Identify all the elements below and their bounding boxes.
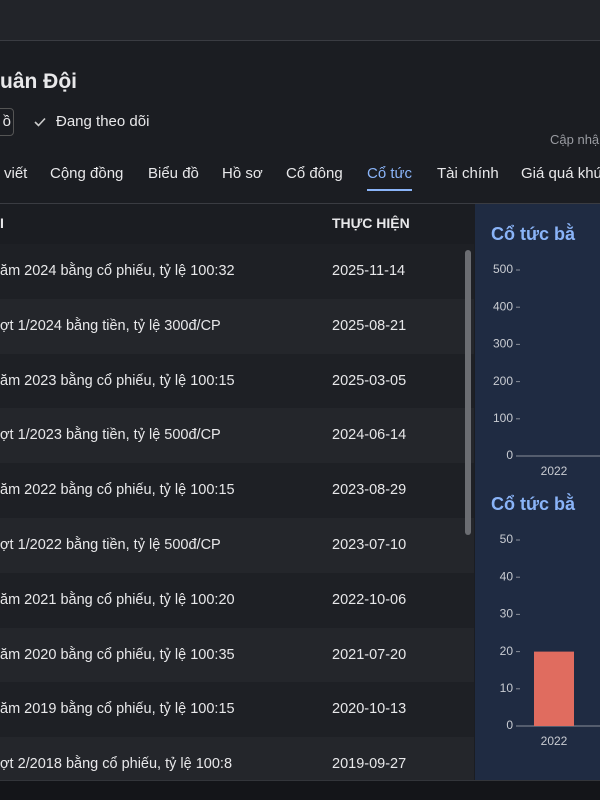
y-tick-label: 300 [493,337,513,351]
y-tick-label: 50 [500,532,514,546]
tab[interactable]: viết [4,165,28,182]
table-cell: ợt 1/2024 bằng tiền, tỷ lệ 300đ/CP [0,317,221,334]
table-row: ăm 2021 bằng cổ phiếu, tỷ lệ 100:20 2022-… [0,572,474,628]
table-row: ợt 1/2024 bằng tiền, tỷ lệ 300đ/CP 2025-0… [0,298,474,354]
y-tick-label: 0 [506,448,513,462]
table-row: ợt 1/2023 bằng tiền, tỷ lệ 500đ/CP 2024-0… [0,408,474,464]
top-bar [0,0,600,41]
chart-panel: Cổ tức bằ 0 100 200 300 400 500 2022 Cổ tức bằ 0 1… [475,204,600,780]
tab[interactable]: Cổ đông [286,165,343,182]
tab[interactable]: Cổ tức [367,165,413,182]
table-cell: 2023-07-10 [332,537,407,553]
tab[interactable]: Biểu đồ [148,165,199,182]
y-tick-label: 0 [506,718,513,732]
table-cell: ợt 1/2023 bằng tiền, tỷ lệ 500đ/CP [0,427,221,444]
follow-button[interactable]: Đang theo dõi [56,113,150,130]
y-tick-label: 10 [500,681,514,695]
table-cell: 2024-06-14 [332,427,407,444]
y-tick-label: 200 [493,374,513,388]
table-cell: ăm 2019 bằng cổ phiếu, tỷ lệ 100:15 [0,701,235,718]
table-cell: 2020-10-13 [332,701,407,718]
tab-bar: viết Cộng đồng Biểu đồ Hồ sơ Cổ đông Cổ tức Tà… [0,165,600,204]
tab[interactable]: Tài chính [437,165,499,182]
table-cell: ăm 2023 bằng cổ phiếu, tỷ lệ 100:15 [0,372,235,389]
y-tick-label: 400 [493,299,513,313]
table-row: ăm 2023 bằng cổ phiếu, tỷ lệ 100:15 2025-… [0,353,474,409]
table-row: ăm 2024 bằng cổ phiếu, tỷ lệ 100:32 2025-… [0,244,474,299]
y-tick-label: 40 [500,569,514,583]
dividend-table: I THỰC HIỆN ăm 2024 bằng cổ phiếu, tỷ lệ 1… [0,204,474,780]
x-tick-label: 2022 [541,734,568,748]
table-row: ăm 2019 bằng cổ phiếu, tỷ lệ 100:15 2020-… [0,682,474,738]
table-cell: 2023-08-29 [332,482,407,499]
table-row: ăm 2022 bằng cổ phiếu, tỷ lệ 100:15 2023-… [0,463,474,518]
column-header: I [0,215,4,231]
table-cell: ăm 2022 bằng cổ phiếu, tỷ lệ 100:15 [0,482,235,499]
y-tick-label: 500 [493,262,513,276]
y-tick-label: 20 [500,644,514,658]
table-cell: 2025-08-21 [332,317,407,334]
y-tick-label: 100 [493,411,513,425]
scrollbar[interactable] [465,250,471,535]
tab[interactable]: Cộng đồng [50,165,124,182]
check-icon [34,117,46,127]
chart-title: Cổ tức bằ [491,493,576,514]
table-cell: 2022-10-06 [332,591,407,608]
tab[interactable]: Giá quá khứ [521,165,600,182]
footer-bar [0,780,600,800]
chart-title: Cổ tức bằ [491,223,576,244]
table-cell: 2019-09-27 [332,756,407,773]
table-cell: ăm 2020 bằng cổ phiếu, tỷ lệ 100:35 [0,646,235,663]
table-cell: ăm 2024 bằng cổ phiếu, tỷ lệ 100:32 [0,263,235,279]
table-cell: ợt 2/2018 bằng cổ phiếu, tỷ lệ 100:8 [0,756,233,773]
y-tick-label: 30 [500,607,514,621]
company-title: uân Đội [0,70,77,93]
tab-underline [367,189,412,191]
bar [534,651,574,726]
table-cell: 2025-03-05 [332,372,407,389]
table-cell: ợt 1/2022 bằng tiền, tỷ lệ 500đ/CP [0,537,221,553]
tab[interactable]: Hồ sơ [222,165,263,182]
table-cell: 2025-11-14 [332,263,406,279]
x-tick-label: 2022 [541,464,568,478]
table-cell: ăm 2021 bằng cổ phiếu, tỷ lệ 100:20 [0,591,235,608]
action-button[interactable]: ồ [0,108,14,136]
table-cell: 2021-07-20 [332,646,407,663]
column-header: THỰC HIỆN [332,215,410,231]
table-row: ợt 1/2022 bằng tiền, tỷ lệ 500đ/CP 2023-0… [0,518,474,573]
updated-text: Cập nhậ [550,132,600,147]
table-row: ăm 2020 bằng cổ phiếu, tỷ lệ 100:35 2021-… [0,627,474,683]
table-row: ợt 2/2018 bằng cổ phiếu, tỷ lệ 100:8 2019… [0,737,474,780]
